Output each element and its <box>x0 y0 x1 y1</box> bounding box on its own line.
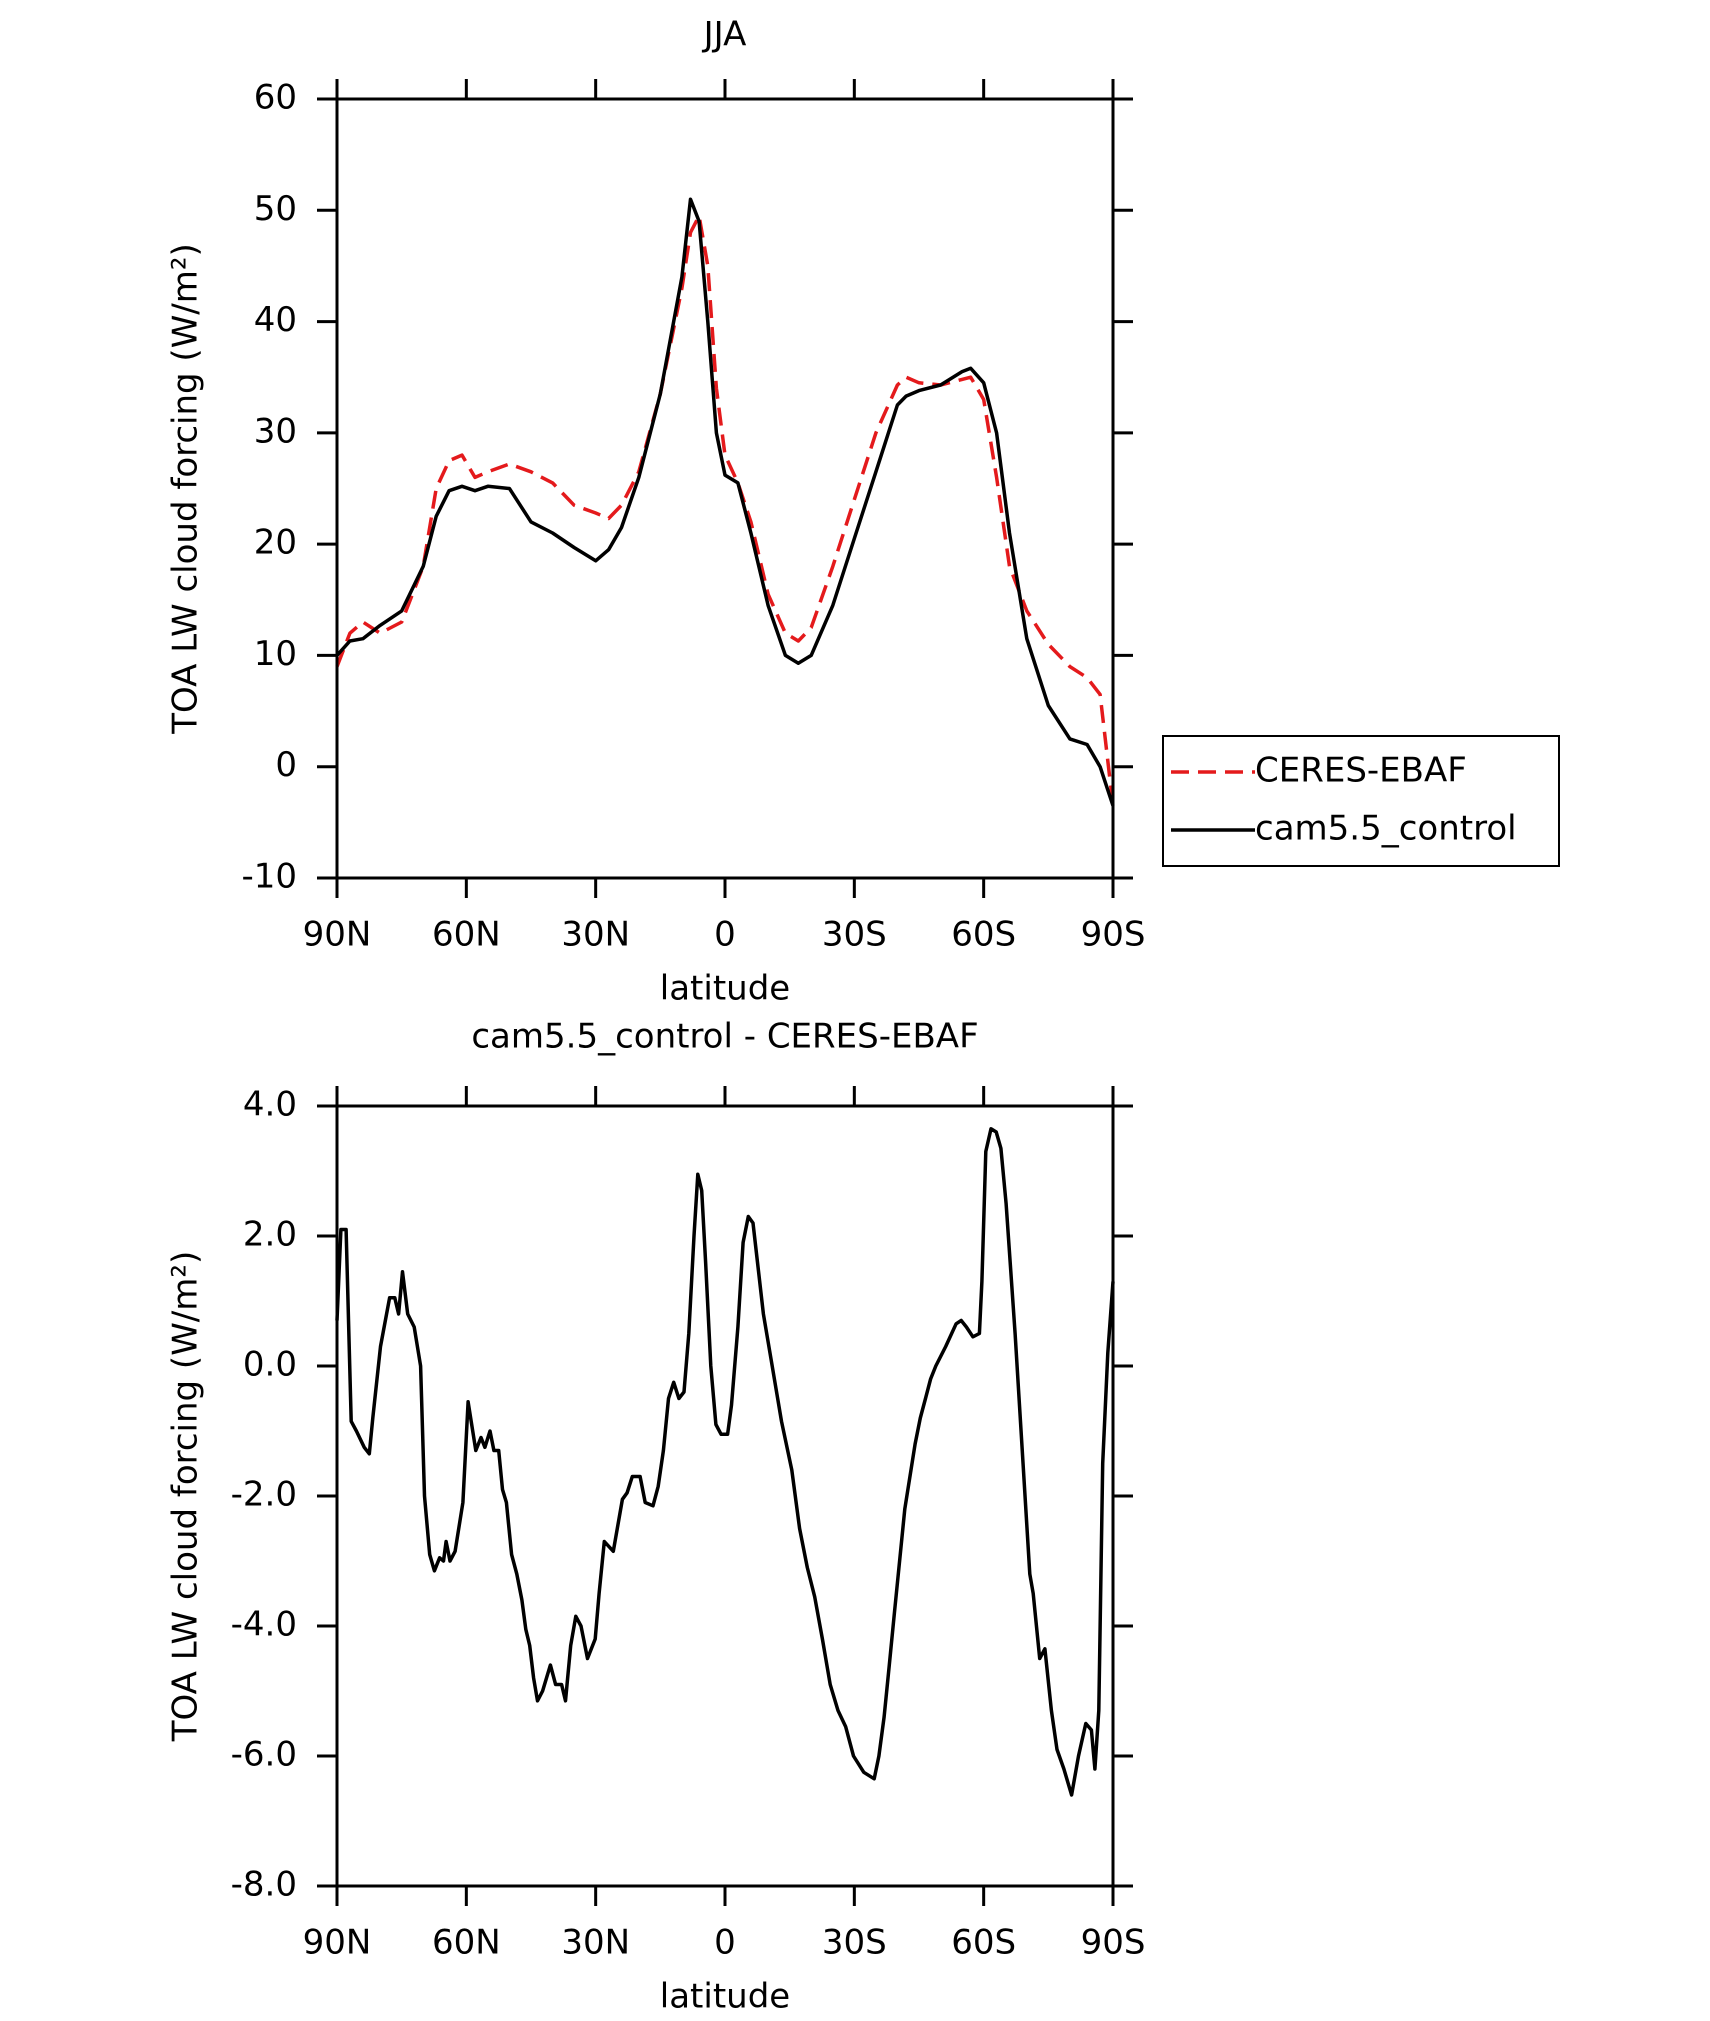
x-tick-label: 90N <box>303 1923 372 1963</box>
y-tick-label: 0 <box>275 745 297 785</box>
data-line <box>335 197 1115 807</box>
chart: JJA latitude TOA LW cloud forcing (W/m²) -1… <box>166 15 1560 1009</box>
x-tick-label: 60S <box>951 1923 1016 1963</box>
y-tick-label: 40 <box>254 300 297 340</box>
plot-frame <box>335 97 1115 880</box>
data-line <box>335 214 1115 806</box>
y-tick-label: -4.0 <box>231 1605 297 1645</box>
y-tick-label: 30 <box>254 411 297 451</box>
x-axis-label: latitude <box>660 1977 790 2017</box>
chart-title: JJA <box>702 15 747 55</box>
chart-title: cam5.5_control - CERES-EBAF <box>471 1017 978 1057</box>
y-tick-label: 2.0 <box>243 1215 297 1255</box>
legend-box <box>1162 735 1560 867</box>
y-tick-label: -8.0 <box>231 1865 297 1905</box>
y-tick-label: -2.0 <box>231 1475 297 1515</box>
plot-frame <box>335 1104 1115 1888</box>
legend-label: CERES-EBAF <box>1255 751 1467 791</box>
x-tick-label: 30N <box>561 915 630 955</box>
x-tick-label: 90S <box>1081 915 1146 955</box>
x-tick-label: 60N <box>432 915 501 955</box>
x-tick-label: 0 <box>714 1923 736 1963</box>
x-tick-label: 90S <box>1081 1923 1146 1963</box>
data-line <box>335 1127 1115 1797</box>
legend-label: cam5.5_control <box>1255 809 1517 849</box>
y-tick-label: 60 <box>254 78 297 118</box>
y-axis-label: TOA LW cloud forcing (W/m²) <box>166 1251 206 1743</box>
x-tick-label: 30S <box>822 1923 887 1963</box>
y-tick-label: 20 <box>254 523 297 563</box>
x-tick-label: 30N <box>561 1923 630 1963</box>
y-tick-label: 50 <box>254 189 297 229</box>
x-tick-label: 0 <box>714 915 736 955</box>
y-tick-label: 0.0 <box>243 1345 297 1385</box>
x-tick-label: 30S <box>822 915 887 955</box>
y-axis-label: TOA LW cloud forcing (W/m²) <box>166 243 206 735</box>
x-tick-label: 60S <box>951 915 1016 955</box>
x-tick-label: 90N <box>303 915 372 955</box>
y-tick-label: 10 <box>254 634 297 674</box>
y-tick-label: 4.0 <box>243 1085 297 1125</box>
y-tick-label: -10 <box>241 857 297 897</box>
x-axis-label: latitude <box>660 969 790 1009</box>
y-tick-label: -6.0 <box>231 1735 297 1775</box>
chart: cam5.5_control - CERES-EBAF latitude TOA L… <box>166 1017 1146 2017</box>
x-tick-label: 60N <box>432 1923 501 1963</box>
